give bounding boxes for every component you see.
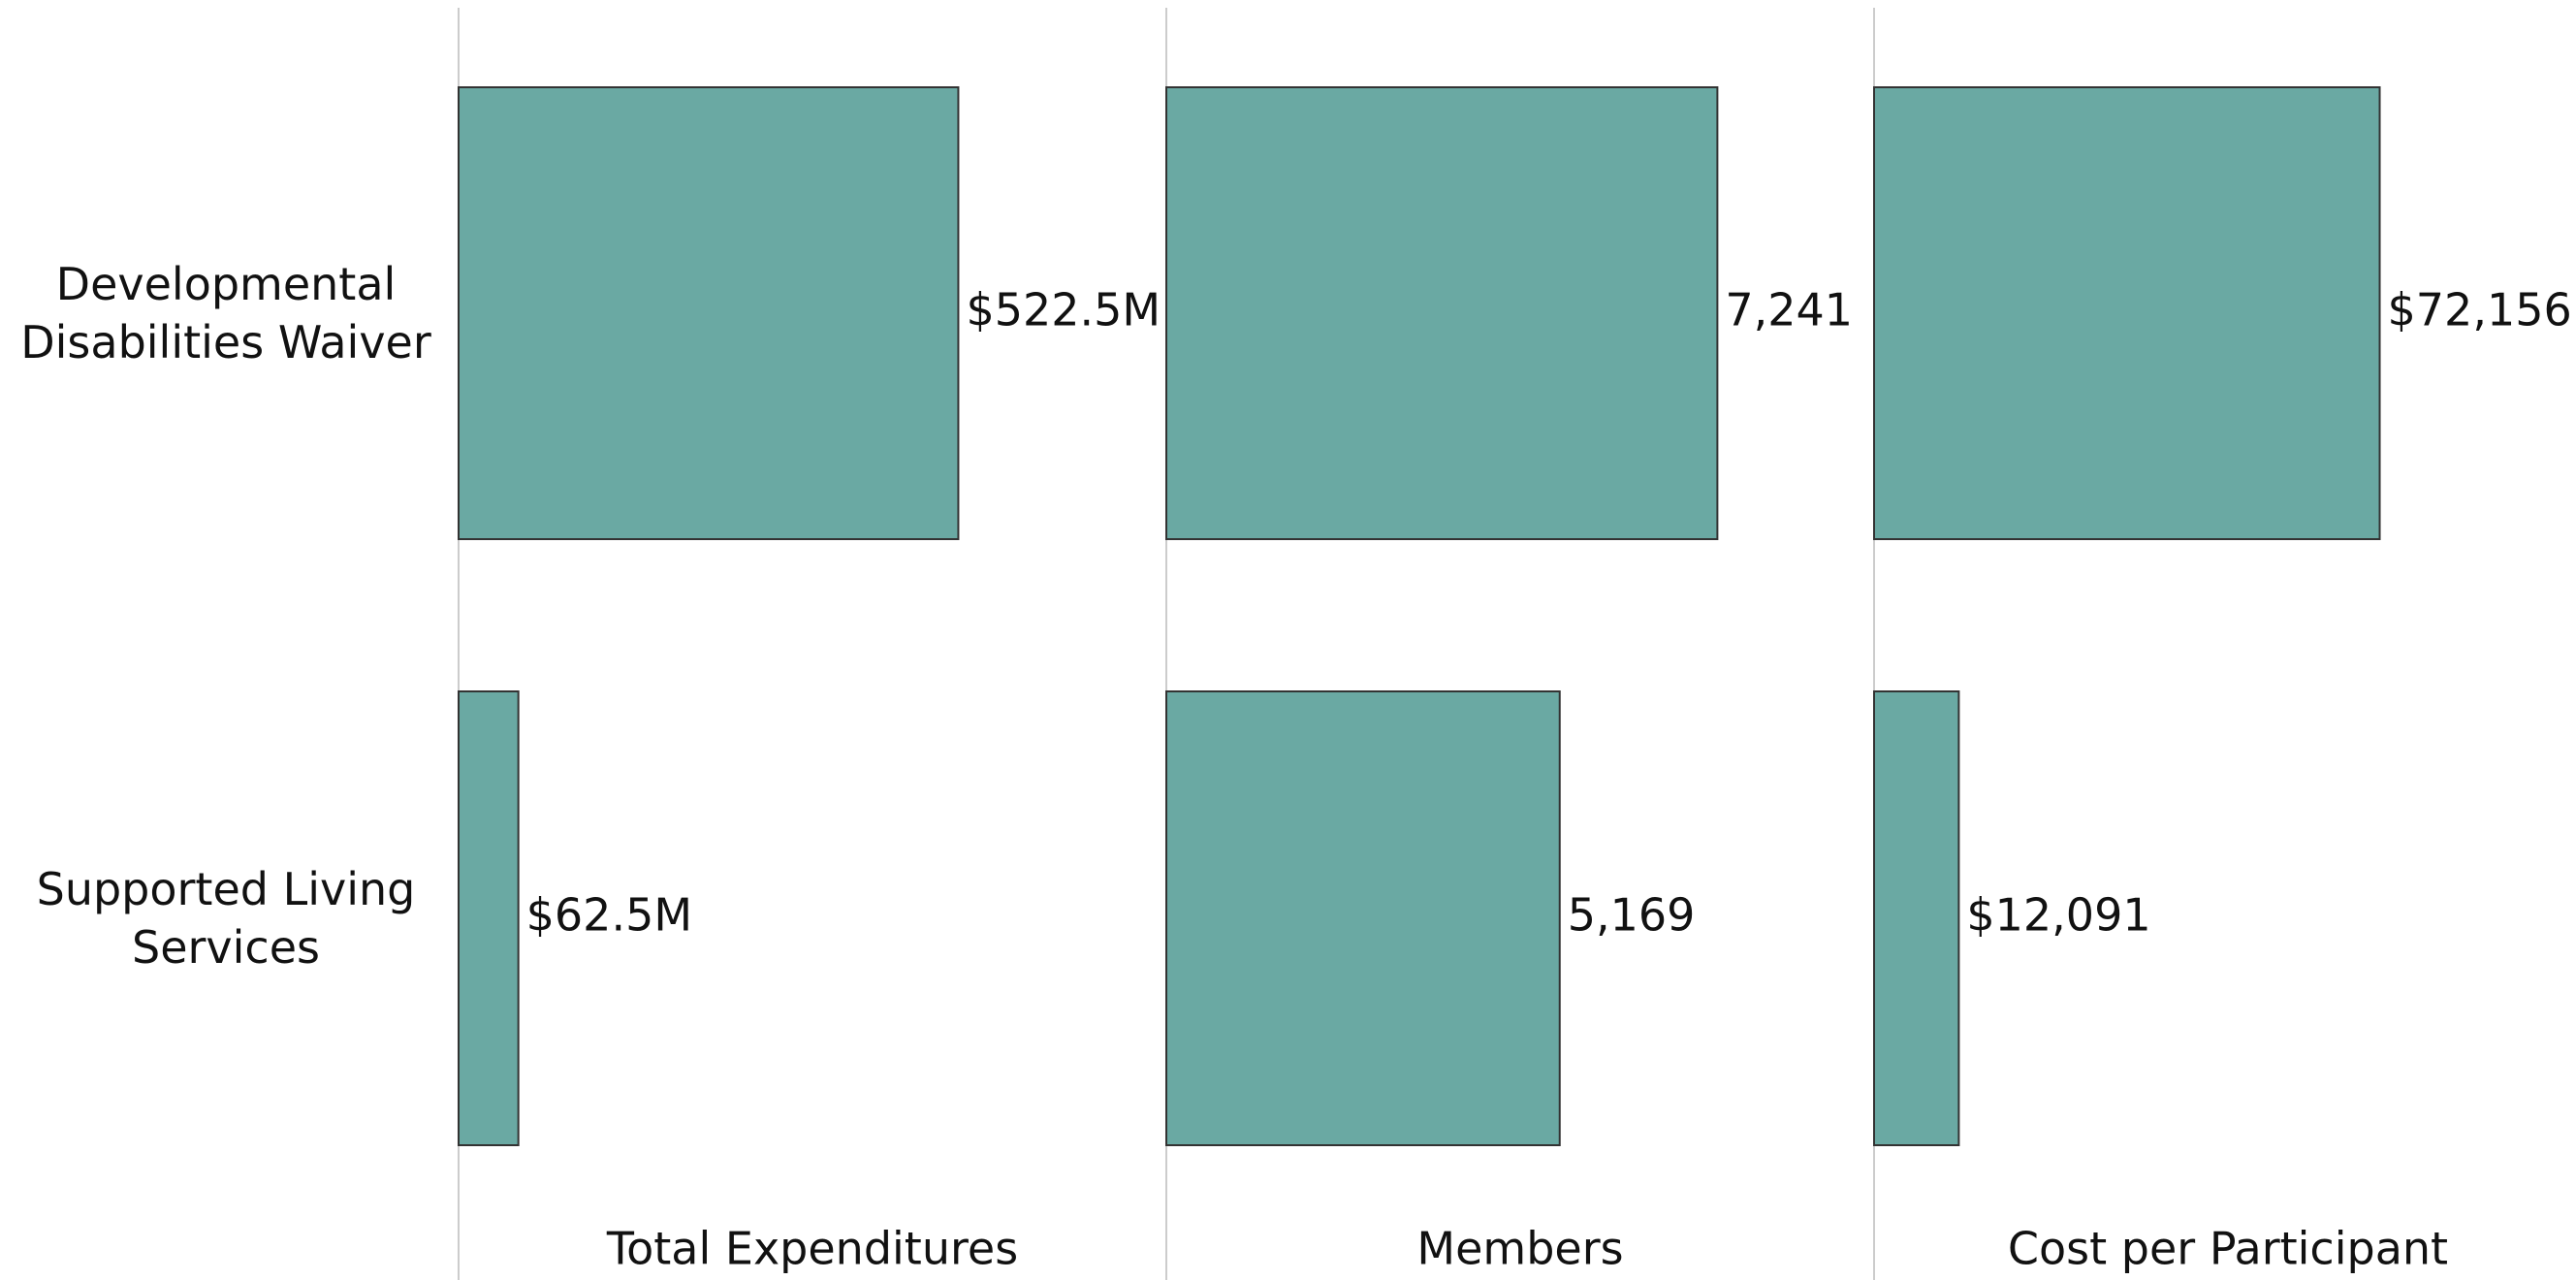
value-label: $62.5M bbox=[526, 889, 692, 942]
panel-title: Members bbox=[1416, 1223, 1623, 1275]
value-label: $522.5M bbox=[966, 284, 1161, 336]
bar bbox=[458, 690, 520, 1146]
bar bbox=[1873, 690, 1960, 1146]
bar bbox=[1165, 690, 1561, 1146]
bar bbox=[1873, 86, 2381, 540]
bar bbox=[458, 86, 960, 540]
panel-title: Total Expenditures bbox=[606, 1223, 1018, 1275]
value-label: 5,169 bbox=[1568, 889, 1696, 942]
bar bbox=[1165, 86, 1719, 540]
value-label: $72,156 bbox=[2388, 284, 2572, 336]
category-label: Supported Living Services bbox=[36, 863, 416, 974]
category-label: Developmental Disabilities Waiver bbox=[20, 258, 431, 368]
value-label: $12,091 bbox=[1966, 889, 2150, 942]
value-label: 7,241 bbox=[1725, 284, 1853, 336]
panel-title: Cost per Participant bbox=[2008, 1223, 2448, 1275]
